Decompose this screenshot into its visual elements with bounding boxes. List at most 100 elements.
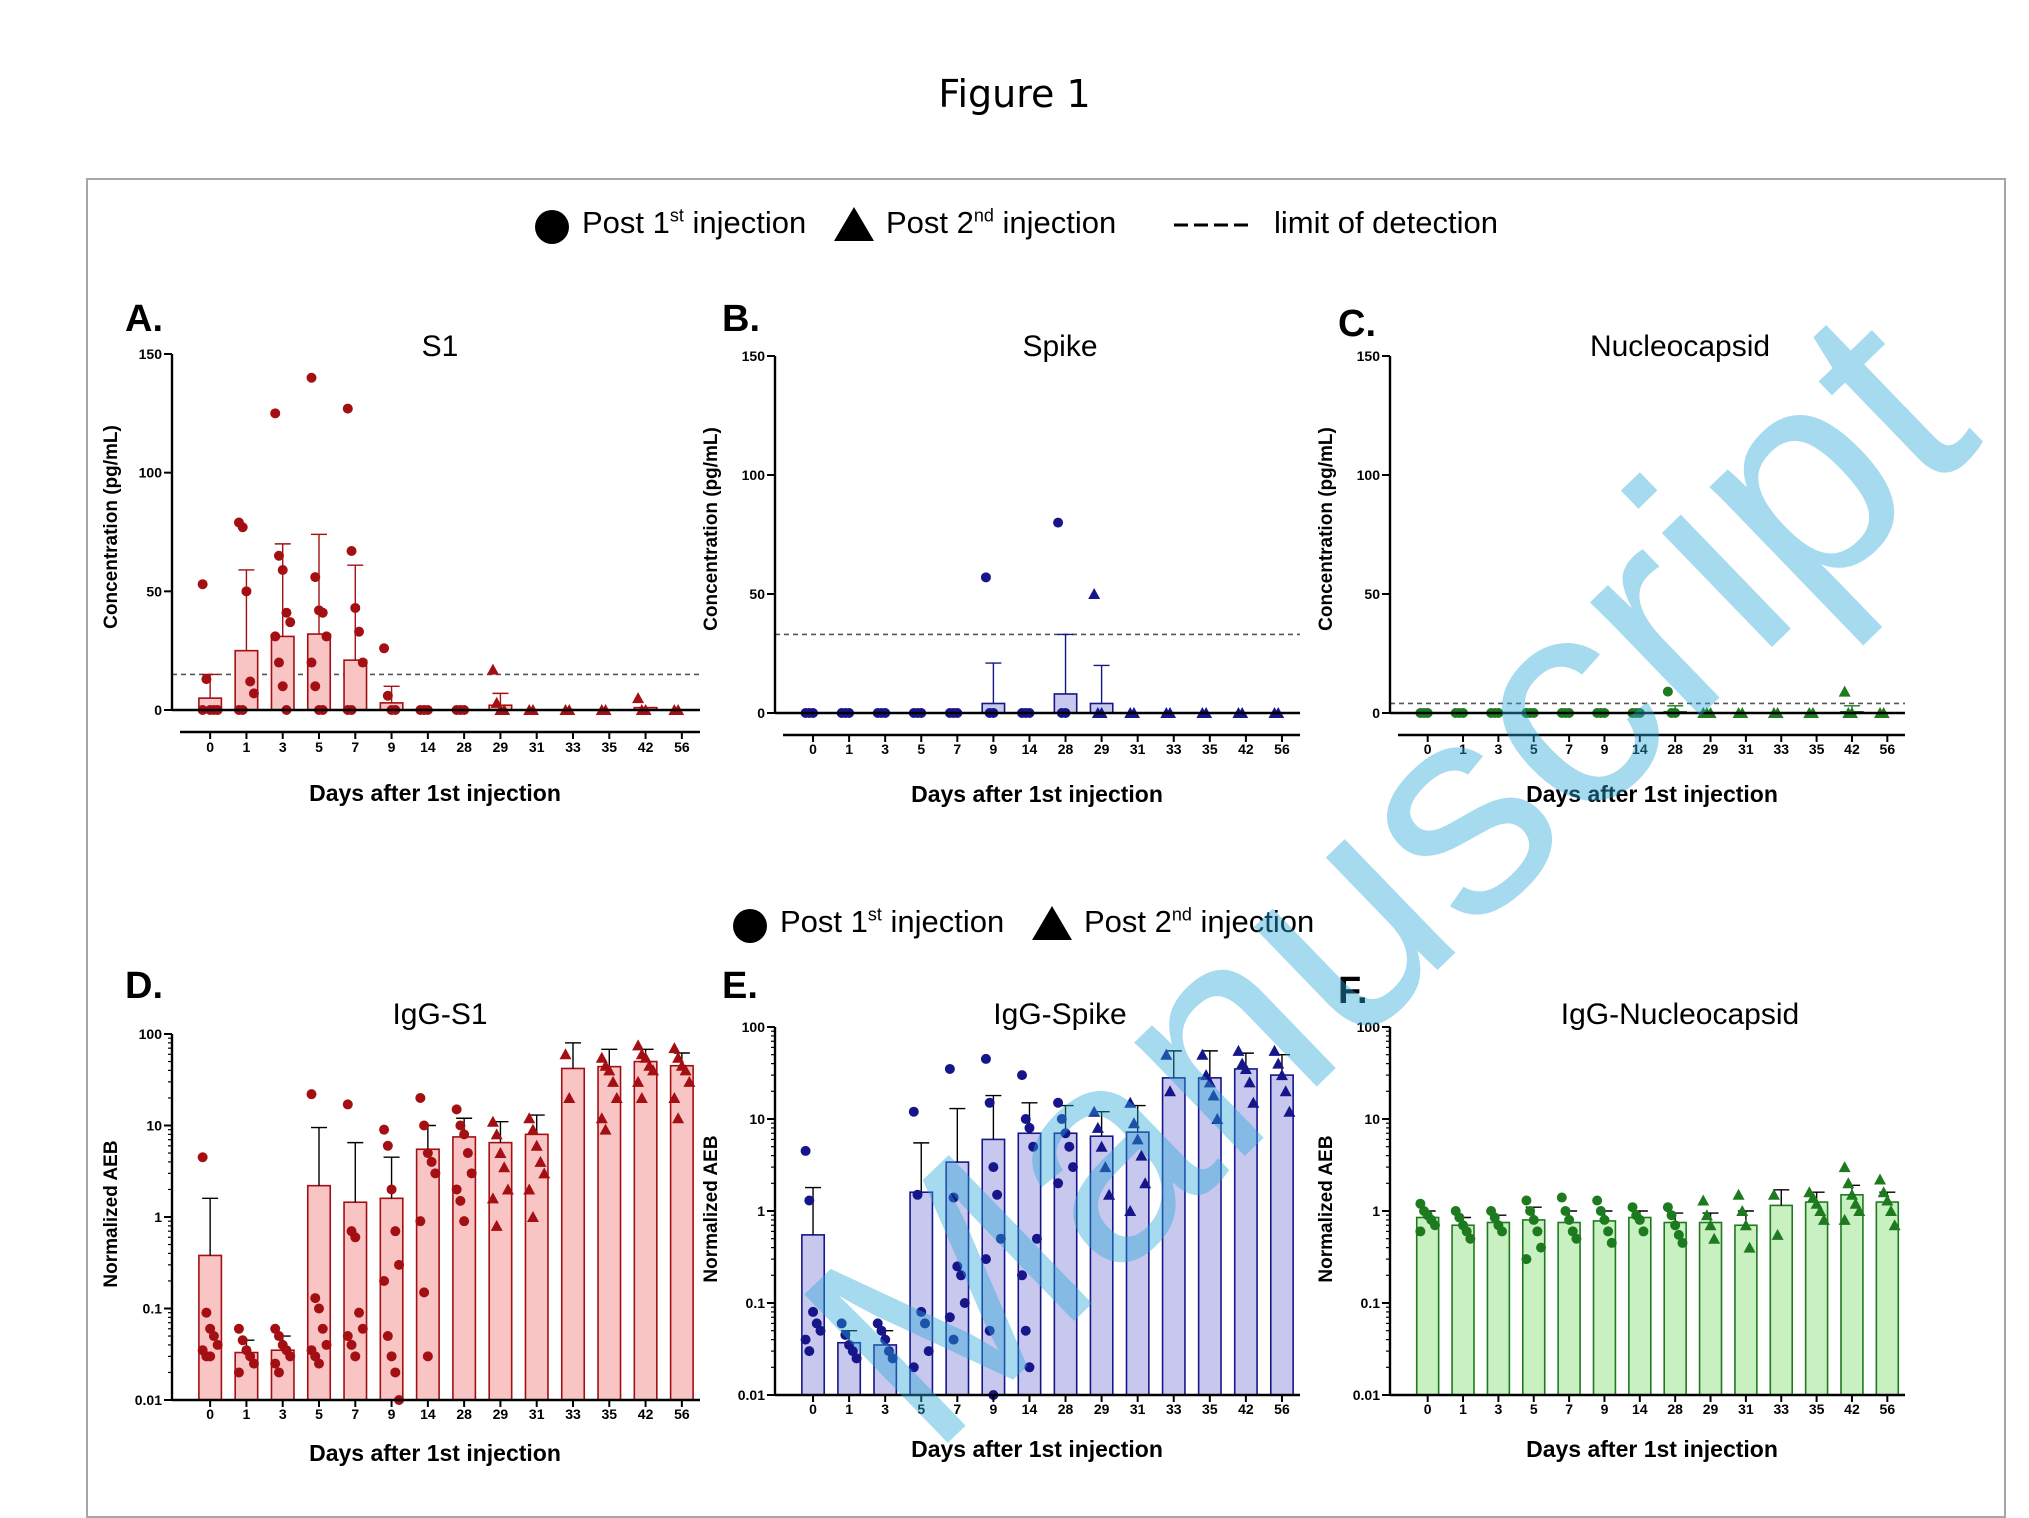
error-bar	[1773, 1189, 1790, 1206]
y-tick-label: 100	[742, 1019, 766, 1035]
y-tick-label: 100	[139, 1026, 163, 1042]
data-point	[354, 626, 365, 637]
x-tick-label: 33	[565, 739, 581, 755]
x-tick-label: 33	[1166, 1401, 1182, 1417]
panel-letter: D.	[125, 965, 163, 1007]
data-point	[1207, 1089, 1220, 1101]
y-tick-label: 150	[1357, 348, 1381, 364]
data-point	[980, 1254, 991, 1265]
data-point	[607, 1075, 620, 1087]
panel-letter: A.	[125, 298, 163, 340]
x-tick-label: 56	[674, 739, 690, 755]
triangle-icon	[834, 207, 874, 241]
data-point	[599, 1123, 612, 1135]
panel-letter: C.	[1338, 303, 1376, 345]
data-point	[538, 1167, 551, 1179]
data-point	[944, 1312, 955, 1323]
data-point	[1528, 1214, 1539, 1225]
data-point	[1595, 1206, 1606, 1216]
data-point	[1877, 1186, 1890, 1198]
data-point	[876, 1325, 887, 1336]
data-point	[1465, 1233, 1476, 1244]
data-point	[595, 1051, 608, 1063]
panel-letter: E.	[722, 965, 758, 1007]
data-point	[270, 631, 281, 642]
data-point	[486, 1115, 499, 1127]
data-point	[237, 1335, 248, 1346]
data-point	[1556, 1192, 1567, 1203]
x-tick-label: 5	[315, 1406, 323, 1422]
x-tick-label: 35	[601, 1406, 617, 1422]
data-point	[1708, 1232, 1721, 1244]
data-point	[988, 1162, 999, 1173]
x-tick-label: 5	[1530, 741, 1538, 757]
data-point	[887, 1353, 898, 1364]
data-point	[346, 545, 357, 556]
data-point	[1095, 1140, 1108, 1152]
data-point	[273, 1331, 284, 1342]
data-point	[1606, 1237, 1617, 1248]
data-point	[804, 1346, 815, 1357]
data-point	[523, 1183, 536, 1195]
data-point	[310, 681, 321, 692]
data-point	[1139, 1177, 1152, 1189]
data-point	[1767, 1188, 1780, 1200]
x-tick-label: 1	[845, 1401, 853, 1417]
x-axis-label: Days after 1st injection	[309, 1440, 561, 1466]
data-point	[668, 1091, 681, 1103]
data-point	[836, 1318, 847, 1329]
data-point	[908, 1106, 919, 1117]
x-tick-label: 28	[1058, 1401, 1074, 1417]
y-tick-label: 1	[1372, 1203, 1380, 1219]
circle-icon	[733, 909, 767, 943]
y-tick-label: 0	[1372, 705, 1380, 721]
y-tick-label: 0	[757, 705, 765, 721]
data-point	[1017, 1270, 1028, 1281]
y-tick-label: 0.01	[135, 1392, 162, 1408]
data-point	[1536, 1242, 1547, 1253]
data-point	[415, 1092, 426, 1103]
legend-item-post-2nd: Post 2nd injection	[886, 205, 1117, 240]
legend-bottom: Post 1st injection Post 2nd injection	[730, 904, 1370, 944]
x-tick-label: 56	[1274, 1401, 1290, 1417]
panel-title: Spike	[1022, 330, 1098, 363]
data-point	[1571, 1233, 1582, 1244]
data-point	[632, 692, 645, 704]
data-point	[281, 607, 292, 618]
error-bar	[492, 692, 509, 706]
data-point	[1564, 1214, 1575, 1225]
data-point	[197, 579, 208, 590]
x-tick-label: 0	[809, 741, 817, 757]
x-tick-label: 14	[1022, 741, 1038, 757]
panel-title: IgG-S1	[392, 998, 488, 1031]
data-point	[394, 1259, 405, 1270]
data-point	[346, 1339, 357, 1350]
x-tick-label: 31	[529, 739, 545, 755]
data-point	[273, 1367, 284, 1378]
error-bar	[1165, 1050, 1182, 1078]
x-tick-label: 42	[1844, 1401, 1860, 1417]
data-point	[995, 1233, 1006, 1244]
data-point	[1239, 1062, 1252, 1074]
data-point	[462, 1148, 473, 1159]
data-point	[632, 1039, 645, 1051]
data-point	[350, 602, 361, 613]
data-point	[321, 631, 332, 642]
x-tick-label: 33	[1773, 1401, 1789, 1417]
y-tick-label: 50	[749, 586, 765, 602]
data-point	[635, 1091, 648, 1103]
x-tick-label: 31	[529, 1406, 545, 1422]
data-point	[1662, 686, 1673, 697]
y-tick-label: 1	[154, 1209, 162, 1225]
data-point	[201, 1307, 212, 1318]
y-tick-label: 10	[146, 1118, 162, 1134]
x-tick-label: 9	[1601, 741, 1609, 757]
legend-top: Post 1st injection Post 2nd injection li…	[532, 205, 1532, 245]
data-point	[350, 1351, 361, 1362]
data-point	[1275, 1069, 1288, 1081]
data-point	[944, 1063, 955, 1074]
data-point	[490, 1219, 503, 1231]
error-bar	[1057, 633, 1074, 694]
data-point	[285, 1351, 296, 1362]
y-tick-label: 10	[1364, 1111, 1380, 1127]
